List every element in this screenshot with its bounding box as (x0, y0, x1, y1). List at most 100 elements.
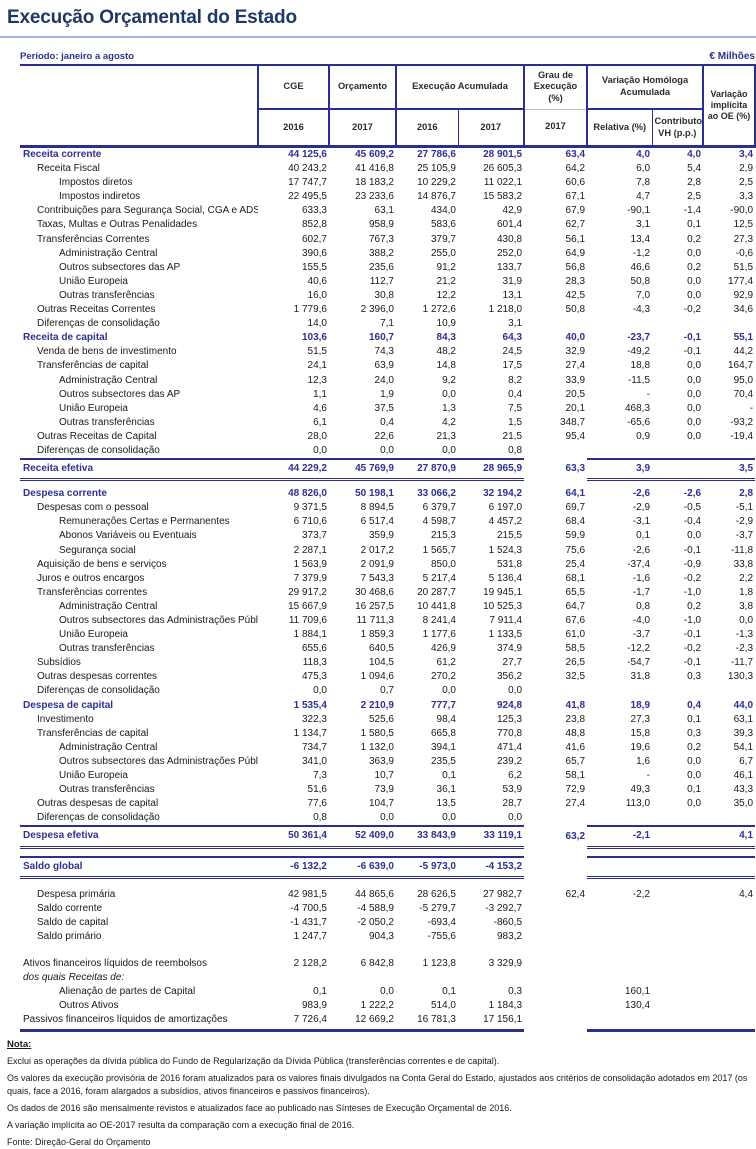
cell: 112,7 (369, 275, 394, 287)
cell: - (646, 388, 651, 400)
cell: 6,1 (313, 416, 327, 428)
cell: 12,5 (733, 219, 754, 231)
cell: 3,1 (636, 219, 651, 231)
units-label: € Milhões (709, 51, 755, 62)
table-row: Abonos Variáveis ou Eventuais 373,7 359,9 2… (20, 529, 755, 543)
cell: 777,7 (430, 699, 456, 711)
row-label: Outros Ativos (59, 1000, 119, 1012)
cell: 14 876,7 (417, 191, 456, 203)
row-label: Outras transferências (59, 643, 155, 655)
cell: 348,7 (559, 416, 586, 428)
cell (524, 999, 587, 1013)
cell: 3,9 (587, 458, 653, 482)
cell: -3 292,7 (485, 902, 523, 914)
table-row: União Europeia 40,6 112,7 21,2 31,9 28,3 50,8 0… (20, 275, 755, 289)
cell: 215,5 (496, 530, 523, 542)
cell: -1,3 (735, 629, 754, 641)
cell: 15 667,9 (288, 600, 327, 612)
cell: 18 183,2 (355, 177, 394, 189)
cell: 640,5 (368, 643, 394, 655)
cell: 50,8 (630, 275, 651, 287)
table-row: União Europeia 1 884,1 1 859,3 1 177,6 1 133… (20, 628, 755, 642)
row-label: Passivos financeiros líquidos de amortiz… (20, 1013, 258, 1033)
header-cge-2016: 2016 (257, 109, 330, 148)
cell: 13,5 (436, 798, 456, 810)
cell: 0,0 (687, 289, 702, 301)
cell: 363,9 (368, 755, 394, 767)
cell (587, 930, 652, 944)
cell: 7 726,4 (258, 1013, 329, 1033)
table-row: Outras transferências 655,6 640,5 426,9 374,… (20, 642, 755, 656)
table-row: Diferenças de consolidação 14,0 7,1 10,9 3,1 (20, 317, 755, 331)
table-row: Diferenças de consolidação 0,0 0,7 0,0 0,0 (20, 684, 755, 698)
spacer (20, 944, 755, 957)
cell: 3,1 (508, 318, 523, 330)
cell: 11 709,6 (288, 615, 327, 626)
cell: 64,2 (565, 163, 586, 175)
cell: 44 125,6 (288, 149, 327, 160)
cell: 924,8 (496, 699, 523, 711)
cell (258, 971, 329, 985)
cell: 390,6 (301, 247, 327, 259)
cell (652, 811, 703, 826)
cell: -2,9 (735, 516, 754, 528)
cell: 514,0 (430, 1000, 456, 1012)
cell: 10,7 (374, 770, 394, 782)
cell: -0,1 (683, 332, 702, 344)
table-row: Outros subsectores das Administrações Pú… (20, 755, 755, 769)
cell: 4,4 (739, 888, 754, 900)
cell: 1 580,5 (360, 727, 394, 739)
table-row: Alienação de partes de Capital 0,1 0,0 0,1 0… (20, 985, 755, 999)
cell: 64,7 (565, 600, 586, 612)
cell: 1,8 (739, 586, 754, 598)
cell: 1 859,3 (360, 629, 394, 641)
cell: 767,3 (368, 233, 394, 245)
cell: 239,2 (496, 755, 523, 767)
cell: 40,0 (565, 332, 586, 344)
cell (587, 957, 652, 971)
header-execucao-acumulada: Execução Acumulada (394, 65, 526, 110)
cell: 7 379,9 (293, 572, 327, 584)
row-label: Despesa efetiva (20, 825, 258, 849)
cell: -755,6 (427, 930, 456, 942)
row-label: União Europeia (59, 402, 128, 414)
row-label: Contribuições para Segurança Social, CGA… (37, 205, 258, 217)
cell (703, 916, 755, 930)
cell: 0,4 (380, 416, 394, 428)
cell: 24,5 (502, 346, 523, 358)
cell: 6,7 (739, 755, 754, 767)
cell: 1,5 (508, 416, 523, 428)
header-orcamento: Orçamento (328, 65, 397, 110)
cell: 68,4 (565, 516, 586, 528)
cell: 3,8 (739, 600, 754, 612)
cell: -1,0 (683, 615, 702, 626)
cell: 4,1 (703, 825, 756, 849)
cell (524, 916, 587, 930)
cell: 0,0 (313, 444, 327, 456)
spacer (20, 847, 755, 857)
table-header: CGE Orçamento Execução Acumulada Grau de… (20, 65, 756, 148)
cell: 2 091,9 (360, 558, 394, 570)
row-label: Administração Central (59, 741, 158, 753)
cell: 40 243,2 (288, 163, 327, 175)
cell: -1,6 (632, 572, 651, 584)
cell (396, 971, 458, 985)
cell: 67,1 (565, 191, 586, 203)
row-label: Administração Central (59, 247, 158, 259)
cell: 61,0 (565, 629, 586, 641)
header-grau-execucao: Grau de Execução (%) (524, 65, 588, 110)
cell: 21,5 (502, 430, 523, 442)
cell: 62,7 (565, 219, 586, 231)
row-label: Outras Receitas Correntes (37, 304, 156, 316)
cell: -12,2 (627, 643, 651, 655)
cell: 9 371,5 (293, 502, 327, 514)
cell: 26,5 (565, 657, 586, 669)
cell: 0,0 (687, 388, 702, 400)
cell (524, 1013, 587, 1031)
cell: 255,0 (430, 247, 456, 259)
cell: 373,7 (301, 530, 327, 542)
cell: 434,0 (430, 205, 456, 217)
cell: 27,3 (733, 233, 754, 245)
cell: 8,2 (508, 374, 523, 386)
cell: 44,2 (733, 346, 754, 358)
